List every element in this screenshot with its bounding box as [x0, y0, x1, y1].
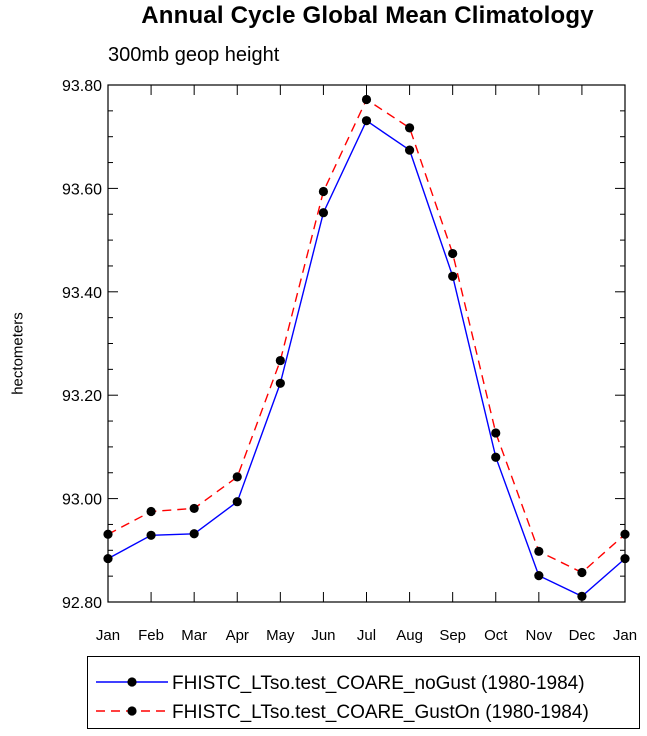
legend-marker — [127, 677, 137, 687]
legend-label: FHISTC_LTso.test_COARE_noGust (1980-1984… — [172, 673, 585, 694]
y-tick-label: 93.20 — [62, 388, 102, 405]
x-tick-label: Apr — [226, 627, 249, 644]
data-point — [534, 546, 544, 556]
y-tick-label: 93.00 — [62, 492, 102, 509]
x-tick-label: Jul — [357, 627, 376, 644]
y-tick-label: 93.80 — [62, 78, 102, 95]
data-point — [448, 248, 458, 259]
data-point — [103, 553, 113, 564]
data-point — [189, 503, 199, 514]
data-point — [361, 94, 372, 105]
data-point — [146, 506, 156, 517]
data-point — [620, 529, 630, 539]
chart-subtitle: 300mb geop height — [108, 44, 280, 66]
data-point — [103, 529, 113, 539]
x-tick-label: Dec — [569, 627, 596, 644]
x-tick-label: Jun — [311, 627, 335, 644]
legend-label: FHISTC_LTso.test_COARE_GustOn (1980-1984… — [172, 702, 589, 723]
series-line-2 — [107, 98, 626, 574]
plot-frame — [107, 84, 626, 603]
data-point — [577, 567, 587, 578]
data-point — [232, 472, 242, 482]
x-tick-label: May — [266, 627, 295, 644]
data-point — [620, 553, 630, 564]
x-tick-label: Jan — [613, 627, 637, 644]
data-point — [534, 571, 544, 581]
data-point — [491, 452, 501, 462]
y-tick-label: 92.80 — [62, 595, 102, 612]
data-point — [361, 116, 372, 126]
data-point — [189, 529, 199, 539]
data-point — [404, 145, 415, 155]
x-tick-label: Oct — [484, 627, 508, 644]
data-point — [491, 428, 501, 438]
data-point — [448, 271, 458, 281]
y-tick-label: 93.40 — [62, 285, 102, 302]
legend-marker — [127, 706, 137, 716]
data-point — [404, 123, 415, 133]
x-tick-label: Nov — [525, 627, 552, 644]
data-point — [275, 355, 285, 366]
chart-title: Annual Cycle Global Mean Climatology — [141, 2, 594, 29]
data-point — [275, 378, 285, 388]
y-tick-label: 93.60 — [62, 181, 102, 198]
x-tick-label: Aug — [396, 627, 423, 644]
legend — [87, 656, 640, 729]
x-tick-label: Mar — [181, 627, 207, 644]
x-tick-label: Jan — [96, 627, 120, 644]
x-tick-label: Sep — [439, 627, 466, 644]
data-point — [318, 186, 329, 197]
x-tick-label: Feb — [138, 627, 164, 644]
series-line-1 — [107, 119, 626, 598]
data-point — [577, 591, 587, 601]
data-point — [232, 497, 242, 507]
data-point — [146, 530, 156, 540]
data-point — [318, 208, 329, 218]
